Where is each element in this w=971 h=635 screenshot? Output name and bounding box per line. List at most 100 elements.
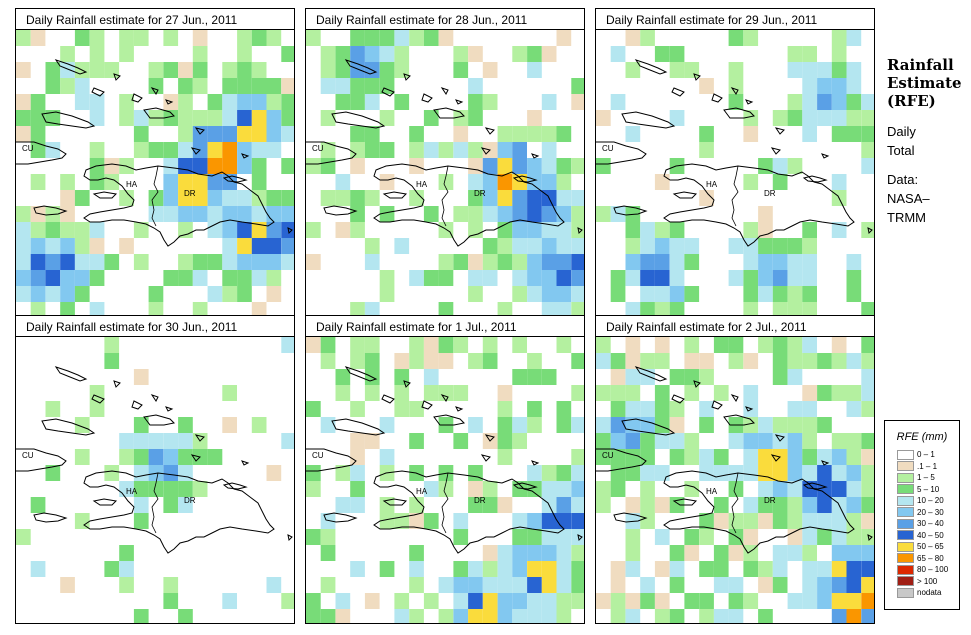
rainfall-cell [527,401,542,417]
rainfall-cell [831,449,847,465]
rainfall-cell [119,238,134,254]
rainfall-cell [306,609,321,623]
rainfall-cell [743,465,759,481]
rainfall-cell [669,577,685,593]
rainfall-cell [772,353,788,369]
rainfall-cell [527,369,542,385]
rainfall-cell [654,238,670,254]
legend-swatch [897,530,914,541]
country-label-cuba: CU [602,144,614,153]
coastline [306,141,357,165]
rainfall-cell [119,94,134,110]
rainfall-cell [861,433,874,449]
rainfall-cell [423,337,439,353]
rainfall-cell [817,353,832,369]
coastline [150,87,159,95]
coastline [165,406,174,412]
rainfall-cell [743,222,759,238]
rainfall-cell [60,238,75,254]
rainfall-cell [512,513,527,529]
rainfall-cell [379,46,395,62]
rainfall-cell [350,78,365,94]
legend-swatch [897,587,914,598]
rainfall-cell [119,577,134,593]
rainfall-cell [787,369,803,385]
haiti-dr-border [151,472,159,534]
rainfall-cell [787,353,803,369]
rainfall-cell [669,254,685,270]
rainfall-cell [394,46,410,62]
rainfall-cell [482,206,498,222]
coastline [512,482,538,490]
rainfall-cell [743,286,759,302]
rainfall-cell [640,497,655,513]
rainfall-cell [743,529,759,545]
rainfall-cell [379,110,395,126]
rainfall-cell [281,110,294,126]
map-svg: CU HA DR [306,337,584,623]
rainfall-cell [497,142,513,158]
rainfall-cell [133,609,149,623]
rainfall-cell [654,465,670,481]
rainfall-cell [571,529,584,545]
rainfall-cell [237,62,252,78]
rainfall-cell [861,465,874,481]
rainfall-cell [758,513,773,529]
rainfall-cell [320,609,336,623]
country-label-dr: DR [184,496,196,505]
rainfall-cell [556,174,572,190]
rainfall-cell [861,369,874,385]
rainfall-cell [596,497,611,513]
rainfall-cell [237,78,252,94]
rainfall-cell [571,254,584,270]
coastline [143,414,176,426]
rainfall-cell [640,401,655,417]
rainfall-cell [772,337,788,353]
rainfall-cell [163,62,179,78]
rainfall-cell [541,286,557,302]
rainfall-cell [861,529,874,545]
rainfall-cell [556,577,572,593]
rainfall-cell [802,222,817,238]
rainfall-cell [237,110,252,126]
rainfall-cell [119,449,134,465]
coastline [421,400,433,410]
rainfall-cell [281,46,294,62]
rainfall-cell [178,609,193,623]
rainfall-cell [468,593,483,609]
rainfall-cell [306,465,321,481]
rainfall-cell [497,158,513,174]
rainfall-cell [409,353,424,369]
rainfall-cell [192,110,208,126]
rainfall-cell [45,62,61,78]
haiti-dr-border [731,165,739,227]
rainfall-cell [758,561,773,577]
rainfall-cell [178,417,193,433]
rainfall-cell [453,529,469,545]
rainfall-cell [306,30,321,46]
rainfall-cell [133,449,149,465]
rainfall-cell [335,94,351,110]
rainfall-cell [772,497,788,513]
rainfall-cell [60,270,75,286]
coastline [480,147,491,155]
rainfall-cell [640,433,655,449]
rainfall-cell [846,401,862,417]
rainfall-cell [60,174,75,190]
rainfall-cell [482,609,498,623]
rainfall-cell [266,270,282,286]
coastline [41,111,96,129]
rainfall-cell [281,593,294,609]
legend-item: 1 – 5 [885,472,959,484]
rainfall-cell [787,94,803,110]
rainfall-cell [556,222,572,238]
rainfall-cell [846,126,862,142]
rainfall-cell [802,449,817,465]
rainfall-cell [861,449,874,465]
coastline [730,87,739,95]
rainfall-cell [846,94,862,110]
rainfall-cell [787,545,803,561]
rainfall-cell [266,465,282,481]
rainfall-cell [610,270,626,286]
rainfall-cell [758,158,773,174]
